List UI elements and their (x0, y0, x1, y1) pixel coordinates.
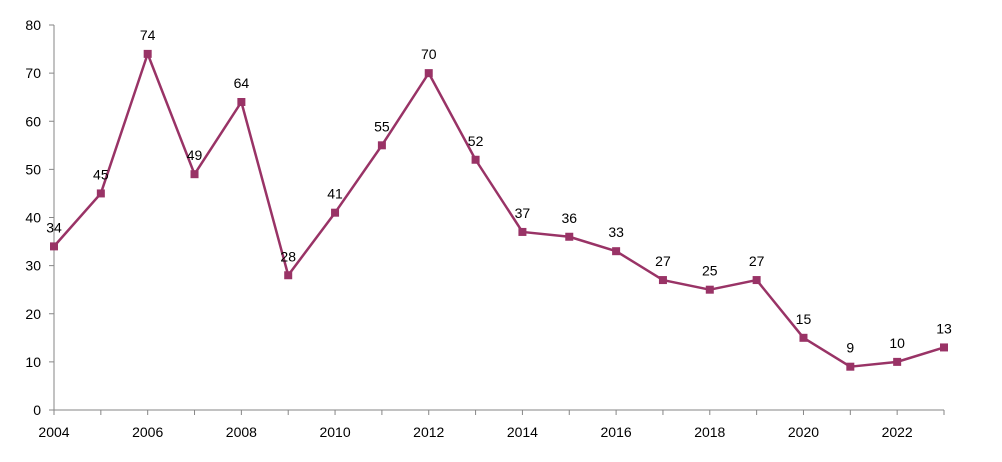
y-tick-label: 40 (25, 210, 41, 226)
data-label: 74 (140, 27, 156, 43)
x-tick-label: 2012 (413, 424, 444, 440)
data-label: 33 (608, 224, 624, 240)
x-tick-label: 2022 (882, 424, 913, 440)
data-label: 41 (327, 186, 343, 202)
y-tick-label: 50 (25, 161, 41, 177)
data-label: 10 (889, 335, 905, 351)
x-tick-label: 2016 (601, 424, 632, 440)
data-point-marker (471, 155, 480, 164)
data-label: 37 (515, 205, 531, 221)
data-point-marker (846, 362, 855, 371)
series-layer (50, 49, 948, 371)
x-tick-label: 2010 (319, 424, 350, 440)
data-labels: 34 45 74 49 64 28 41 55 70 52 37 36 33 27 25 27 15 9 10 13 (46, 27, 952, 356)
data-point-marker (612, 247, 621, 256)
y-tick-label: 20 (25, 306, 41, 322)
series-line (53, 52, 945, 368)
data-label: 28 (280, 248, 296, 264)
y-tick-label: 10 (25, 354, 41, 370)
data-label: 36 (561, 210, 577, 226)
x-tick-label: 2018 (694, 424, 725, 440)
data-point-marker (331, 208, 340, 217)
data-label: 45 (93, 166, 109, 182)
data-point-marker (50, 242, 58, 251)
data-label: 64 (234, 75, 250, 91)
y-tick-label: 60 (25, 113, 41, 129)
data-point-marker (752, 276, 761, 285)
data-point-marker (940, 343, 948, 352)
data-point-marker (237, 98, 246, 106)
x-axis: 2004 2006 2008 2010 2012 2014 2016 2018 2020 2022 (38, 409, 945, 440)
data-point-marker (518, 227, 527, 236)
data-point-marker (565, 232, 574, 241)
data-label: 15 (796, 311, 812, 327)
data-point-marker (377, 141, 386, 150)
y-tick-label: 80 (25, 17, 41, 33)
y-tick-label: 70 (25, 65, 41, 81)
data-point-marker (705, 285, 714, 294)
data-point-marker (424, 69, 433, 78)
x-tick-label: 2004 (38, 424, 69, 440)
x-tick-label: 2008 (226, 424, 257, 440)
data-point-marker (893, 357, 902, 366)
data-label: 55 (374, 118, 390, 134)
data-point-marker (190, 170, 199, 179)
y-tick-label: 0 (33, 402, 41, 418)
data-label: 27 (749, 253, 765, 269)
x-tick-label: 2014 (507, 424, 538, 440)
data-label: 52 (468, 133, 484, 149)
data-label: 9 (846, 340, 854, 356)
data-label: 34 (46, 219, 62, 235)
data-label: 49 (187, 147, 203, 163)
y-axis: 0 10 20 30 40 50 60 70 80 (25, 17, 55, 418)
data-point-marker (658, 276, 667, 285)
data-point-marker (284, 271, 293, 280)
y-tick-label: 30 (25, 258, 41, 274)
data-point-marker (96, 189, 105, 198)
x-tick-label: 2006 (132, 424, 163, 440)
data-point-marker (143, 49, 152, 58)
data-label: 27 (655, 253, 671, 269)
data-label: 70 (421, 46, 437, 62)
data-label: 25 (702, 263, 718, 279)
data-point-marker (799, 333, 808, 342)
x-tick-label: 2020 (788, 424, 819, 440)
data-label: 13 (936, 320, 952, 336)
